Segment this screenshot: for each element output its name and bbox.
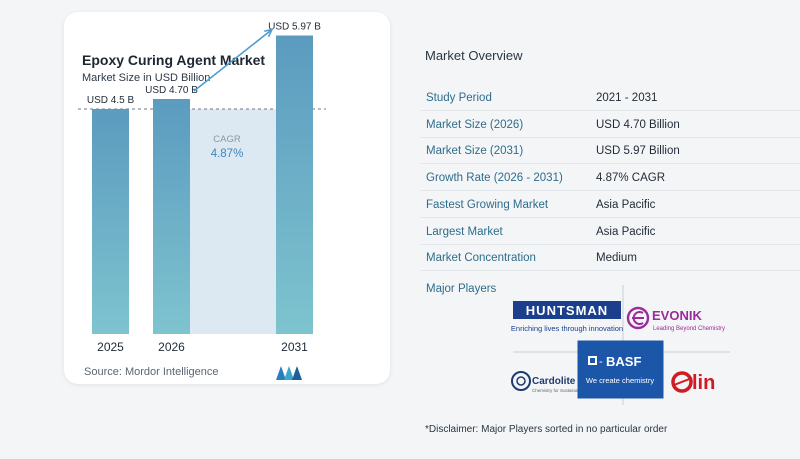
overview-row-value: USD 4.70 Billion [596,118,680,131]
cardolite-logo: Cardolite Chemistry for Sustainable [511,371,584,393]
data-label: USD 4.5 B [87,95,135,106]
overview-row-label: Study Period [426,92,492,104]
basf-tagline: We create chemistry [586,376,654,385]
overview-row: Growth Rate (2026 - 2031) 4.87% CAGR [420,164,800,192]
overview-row: Study Period 2021 - 2031 [420,84,800,111]
bar-chart: USD 4.5 B 2025 USD 4.70 B 2026 USD 5.97 B 203… [78,22,326,354]
source-text: Source: Mordor Intelligence [84,366,219,378]
huntsman-logo: HUNTSMAN Enriching lives through innovat… [511,301,623,333]
overview-row-value: USD 5.97 Billion [596,145,680,158]
overview-row: Fastest Growing Market Asia Pacific [420,191,800,218]
evonik-tagline: Leading Beyond Chemistry [653,326,725,332]
evonik-e-glyph [632,311,644,325]
overview-row: Market Size (2026) USD 4.70 Billion [420,111,800,138]
chart-card: Epoxy Curing Agent Market Market Size in… [64,12,390,384]
olin-o-icon [671,371,693,393]
market-overview-panel: Market Overview Study Period 2021 - 2031 M… [405,0,800,459]
basf-logo: - BASF We create chemistry [577,340,664,399]
data-label: USD 4.70 B [145,85,198,96]
overview-row: Largest Market Asia Pacific [420,218,800,245]
overview-row-label: Largest Market [426,225,503,238]
overview-row-label: Market Concentration [426,252,536,265]
data-label: USD 5.97 B [268,22,321,33]
overview-row-label: Market Size (2026) [426,118,524,131]
olin-name: lin [692,372,715,394]
bar-2031 [276,35,313,334]
overview-row-value: Medium [596,252,637,265]
overview-row-label: Market Size (2031) [426,145,524,158]
overview-row: Market Concentration Medium [420,244,800,272]
bar-2025 [92,109,129,334]
cagr-arrow [193,28,273,92]
chart-title: Epoxy Curing Agent Market [82,52,266,68]
chart-subtitle: Market Size in USD Billion [82,72,211,84]
cagr-arrow-head [264,28,274,38]
cardolite-tagline: Chemistry for Sustainable [532,388,584,393]
overview-title: Market Overview [425,48,523,63]
huntsman-tagline: Enriching lives through innovation [511,324,623,333]
huntsman-name: HUNTSMAN [526,303,608,318]
basf-name: BASF [606,354,641,369]
overview-row-value: 2021 - 2031 [596,92,658,104]
major-players-logos: HUNTSMAN Enriching lives through innovat… [511,285,730,405]
evonik-logo: EVONIK Leading Beyond Chemistry [626,306,725,332]
reference-band [190,109,276,334]
overview-row: Market Size (2031) USD 5.97 Billion [420,137,800,165]
overview-row-value: Asia Pacific [596,225,656,238]
evonik-e-icon [626,306,650,330]
evonik-name: EVONIK [652,308,702,323]
tick-label: 2025 [97,340,124,354]
mordor-logo-icon [276,366,302,380]
disclaimer-text: *Disclaimer: Major Players sorted in no … [425,424,668,435]
cagr-value: 4.87% [211,148,244,160]
overview-row-value: 4.87% CAGR [596,172,666,185]
olin-logo: lin [671,371,715,394]
cardolite-c-icon [511,371,531,391]
overview-row-label: Growth Rate (2026 - 2031) [426,172,563,185]
tick-label: 2031 [281,340,308,354]
cardolite-name: Cardolite [532,376,576,387]
cagr-label: CAGR [213,134,241,145]
svg-text:-: - [599,356,603,368]
overview-row-value: Asia Pacific [596,198,656,211]
tick-label: 2026 [158,340,185,354]
major-players-label: Major Players [426,283,497,295]
bar-2026 [153,99,190,334]
overview-row-label: Fastest Growing Market [426,198,549,211]
